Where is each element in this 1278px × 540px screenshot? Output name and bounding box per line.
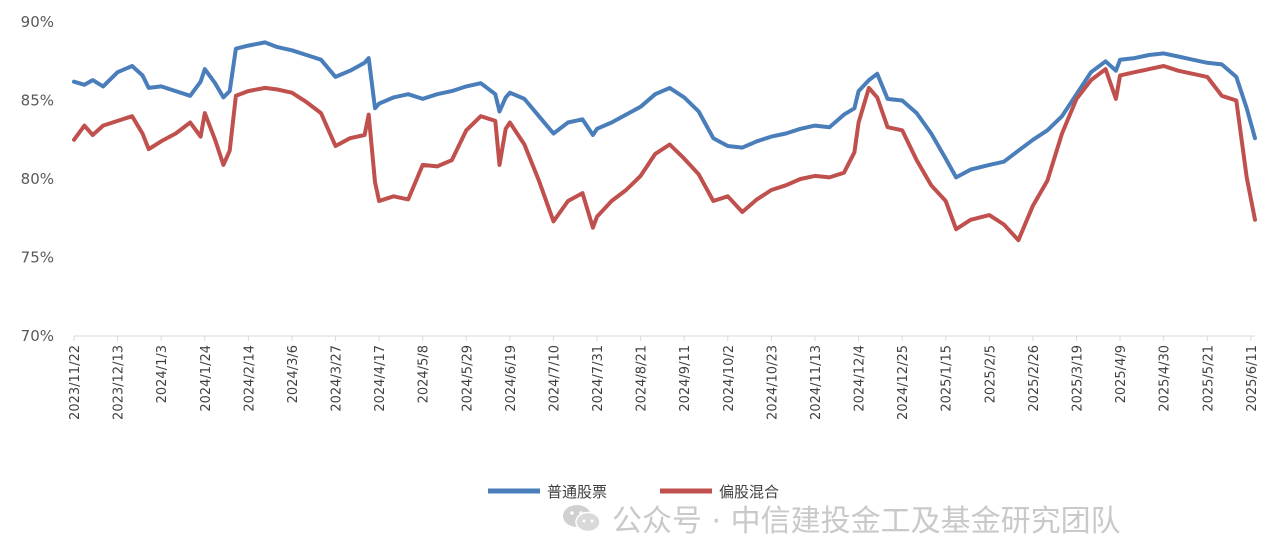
x-tick-label: 2024/6/19 — [504, 345, 519, 412]
legend-label-ordinary-stock: 普通股票 — [547, 483, 607, 501]
x-tick-label: 2024/12/25 — [896, 345, 911, 420]
x-tick-label: 2024/12/4 — [853, 345, 868, 412]
x-tick-label: 2024/9/11 — [678, 345, 693, 412]
x-tick-label: 2025/4/30 — [1158, 345, 1173, 412]
x-tick-label: 2024/1/24 — [199, 345, 214, 412]
x-tick-label: 2024/11/13 — [809, 345, 824, 420]
y-axis: 90% 85% 80% 75% 70% — [21, 13, 54, 345]
x-axis: 2023/11/22 2023/12/13 2024/1/3 2024/1/24 202… — [68, 336, 1260, 420]
x-tick-label: 2024/8/21 — [635, 345, 650, 412]
y-tick-label: 70% — [21, 327, 54, 345]
y-tick-label: 80% — [21, 170, 54, 188]
x-tick-label: 2024/7/31 — [591, 345, 606, 412]
x-tick-label: 2024/1/3 — [155, 345, 170, 403]
x-tick-label: 2025/4/9 — [1114, 345, 1129, 403]
x-tick-label: 2024/10/23 — [765, 345, 780, 420]
series-line-0 — [72, 40, 1257, 180]
x-tick-label: 2024/5/29 — [460, 345, 475, 412]
x-tick-label: 2024/3/6 — [286, 345, 301, 403]
x-tick-label: 2024/2/14 — [242, 345, 257, 412]
x-tick-label: 2024/4/17 — [373, 345, 388, 412]
x-tick-label: 2024/5/8 — [417, 345, 432, 403]
x-tick-label: 2025/2/26 — [1027, 345, 1042, 412]
x-tick-label: 2025/3/19 — [1071, 345, 1086, 412]
watermark-text: 公众号 · 中信建投金工及基金研究团队 — [612, 504, 1121, 539]
series-layer — [72, 40, 1257, 243]
x-tick-label: 2024/7/10 — [547, 345, 562, 412]
x-tick-label: 2025/2/5 — [983, 345, 998, 403]
x-tick-label: 2024/10/2 — [722, 345, 737, 412]
legend: 普通股票 偏股混合 — [488, 483, 779, 501]
legend-label-hybrid-equity: 偏股混合 — [719, 483, 779, 501]
x-tick-label: 2025/6/11 — [1245, 345, 1260, 412]
x-tick-label: 2025/1/15 — [940, 345, 955, 412]
watermark: 公众号 · 中信建投金工及基金研究团队 — [560, 500, 1121, 539]
y-tick-label: 75% — [21, 249, 54, 267]
x-tick-label: 2024/3/27 — [330, 345, 345, 412]
y-tick-label: 85% — [21, 92, 54, 110]
series-line-1 — [72, 64, 1257, 243]
x-tick-label: 2023/12/13 — [112, 345, 127, 420]
wechat-icon — [563, 505, 601, 533]
y-tick-label: 90% — [21, 13, 54, 31]
x-tick-label: 2025/5/21 — [1201, 345, 1216, 412]
x-tick-label: 2023/11/22 — [68, 345, 83, 420]
